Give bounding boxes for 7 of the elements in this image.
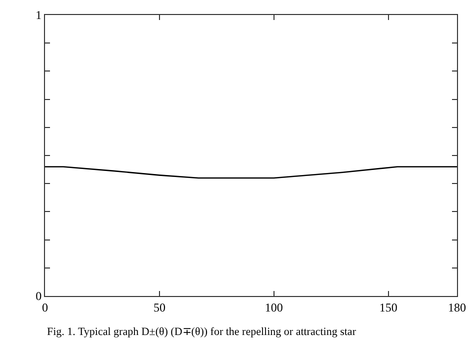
line-series (45, 166, 457, 179)
x-tick-label: 100 (264, 300, 283, 314)
x-tick-label: 50 (153, 300, 166, 314)
y-tick-label: 1 (36, 8, 42, 22)
x-tick-label: 150 (379, 300, 398, 314)
caption: Fig. 1. Typical graph D±(θ) (D∓(θ)) for the repelling or attracting star (47, 326, 356, 338)
x-tick-label: 180 (448, 300, 466, 314)
